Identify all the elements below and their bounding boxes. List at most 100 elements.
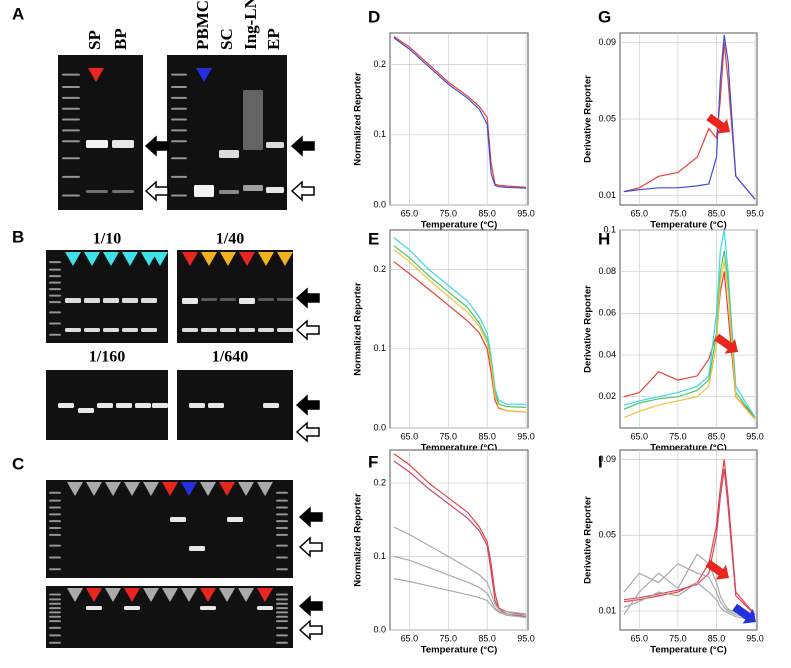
x-tick-label: 95.0	[746, 633, 764, 643]
x-tick-label: 85.0	[708, 633, 726, 643]
lane-marker	[152, 252, 168, 266]
gel-band	[135, 403, 151, 408]
gel-band	[62, 129, 80, 132]
y-tick-label: 0.04	[598, 349, 616, 359]
lane-marker	[257, 482, 273, 496]
gel-band	[276, 634, 288, 637]
plot-area	[389, 32, 529, 206]
gel-band	[49, 533, 61, 536]
gel-band	[86, 606, 102, 610]
arrow-amplicon	[298, 506, 323, 528]
gel-band	[65, 328, 81, 332]
melt-curve	[393, 37, 527, 189]
y-tick-label: 0.2	[373, 477, 386, 487]
gel-band	[62, 140, 80, 143]
y-tick-label: 0.01	[598, 605, 616, 615]
gel-band	[49, 281, 61, 284]
annotation-arrow	[705, 559, 729, 580]
y-axis-title: Normalized Reporter	[353, 282, 364, 376]
x-tick-label: 95.0	[746, 431, 764, 441]
arrow-dimer	[144, 180, 169, 202]
lane-marker	[219, 482, 235, 496]
gel	[58, 55, 143, 210]
dilution-label: 1/10	[93, 231, 121, 248]
arrow-amplicon	[295, 287, 320, 309]
gel-band	[227, 517, 243, 522]
gel-band	[182, 298, 198, 304]
y-tick-label: 0.2	[373, 264, 386, 274]
y-tick-label: 0.05	[598, 113, 616, 123]
gel-band	[62, 157, 80, 160]
panel-label: G	[598, 7, 611, 26]
gel-band	[201, 328, 217, 332]
gel-band	[276, 611, 288, 614]
x-tick-label: 95.0	[746, 208, 764, 218]
arrow-dimer	[298, 536, 323, 558]
gel-band	[171, 96, 187, 99]
melt-curve	[393, 237, 527, 405]
gel-band	[200, 606, 216, 610]
x-tick-label: 75.0	[440, 431, 458, 441]
panel-label: H	[598, 229, 610, 248]
melt-curve	[623, 261, 756, 421]
gel-band	[58, 403, 74, 408]
dilution-label: 1/160	[89, 349, 125, 366]
panel-label: C	[12, 454, 24, 473]
x-axis-title: Temperature (°C)	[650, 645, 726, 656]
gel-band	[276, 607, 288, 610]
lane-marker	[67, 482, 83, 496]
gel	[177, 250, 293, 343]
x-axis-title: Temperature (°C)	[650, 220, 726, 231]
gel-band	[208, 403, 224, 408]
lane-label: PBMC	[193, 0, 212, 50]
panel-label: F	[368, 452, 378, 471]
gel-band	[276, 593, 288, 596]
gel-band	[258, 298, 274, 301]
gel-band	[122, 298, 138, 303]
melt-curve	[623, 553, 756, 618]
gel-band	[171, 175, 187, 178]
lane-marker	[105, 482, 121, 496]
y-tick-label: 0.1	[603, 224, 616, 234]
gel-band	[49, 506, 61, 509]
gel-band	[171, 129, 187, 132]
gel-band	[276, 598, 288, 601]
y-axis-title: Derivative Reporter	[583, 75, 594, 163]
gel-band	[276, 506, 288, 509]
gel-band	[97, 403, 113, 408]
x-tick-label: 95.0	[517, 431, 535, 441]
lane-marker	[239, 252, 255, 266]
lane-marker	[200, 588, 216, 602]
gel-band	[86, 190, 108, 193]
gel-band	[276, 620, 288, 623]
gel-band	[243, 185, 263, 191]
lane-marker	[65, 252, 81, 266]
x-tick-label: 75.0	[440, 208, 458, 218]
gel-band	[49, 527, 61, 530]
gel-band	[243, 90, 263, 150]
lane-marker	[238, 482, 254, 496]
lane-marker	[200, 482, 216, 496]
gel-band	[49, 593, 61, 596]
plot-area	[389, 229, 529, 429]
gel-band	[49, 301, 61, 304]
gel-band	[276, 544, 288, 547]
x-axis-title: Temperature (°C)	[421, 220, 497, 231]
melt-curve	[623, 459, 756, 616]
x-axis-title: Temperature (°C)	[650, 443, 726, 454]
melt-curve	[393, 36, 527, 188]
y-tick-label: 0.0	[373, 624, 386, 634]
x-axis-title: Temperature (°C)	[421, 645, 497, 656]
arrow-dimer	[295, 319, 320, 341]
gel-band	[49, 620, 61, 623]
gel-band	[103, 328, 119, 332]
gel-band	[182, 328, 198, 332]
gel-band	[62, 118, 80, 121]
gel-band	[171, 157, 187, 160]
x-tick-label: 95.0	[517, 208, 535, 218]
gel-band	[86, 140, 108, 148]
gel-band	[171, 86, 187, 88]
gel-band	[257, 606, 273, 610]
lane-marker	[88, 68, 104, 82]
x-tick-label: 65.0	[631, 431, 649, 441]
